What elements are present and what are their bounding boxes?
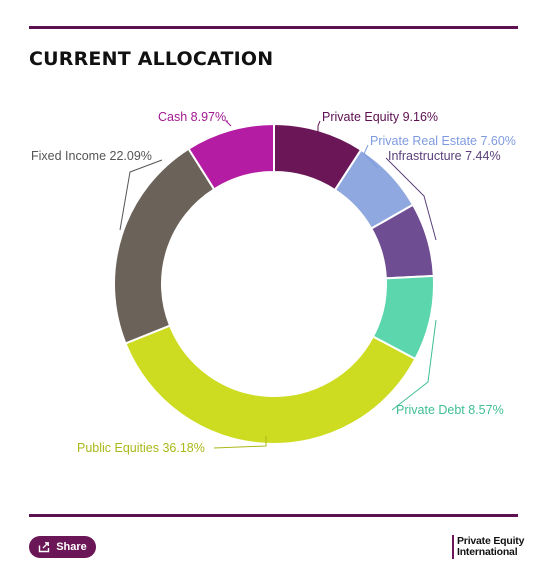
leader-line-public-equities	[213, 436, 267, 449]
leader-line-fixed-income	[119, 159, 163, 231]
top-rule	[29, 26, 518, 29]
leader-line-private-debt	[391, 319, 437, 411]
data-label-fixed-income: Fixed Income 22.09%	[31, 149, 152, 163]
leader-line-private-equity	[317, 120, 321, 132]
data-label-infrastructure: Infrastructure 7.44%	[388, 149, 501, 163]
slice-cash[interactable]	[187, 122, 275, 191]
bottom-rule	[29, 514, 518, 517]
chart-title: CURRENT ALLOCATION	[29, 48, 274, 70]
leader-line-cash	[224, 120, 232, 127]
leader-line-infrastructure	[385, 157, 437, 241]
share-label: Share	[56, 541, 87, 553]
share-button[interactable]: Share	[29, 536, 96, 558]
data-label-public-equities: Public Equities 36.18%	[77, 441, 205, 455]
slice-public-equities[interactable]	[124, 324, 417, 445]
share-icon	[39, 542, 50, 553]
brand-logo: Private Equity International	[452, 535, 524, 559]
data-label-private-equity: Private Equity 9.16%	[322, 110, 438, 124]
data-label-private-debt: Private Debt 8.57%	[396, 403, 504, 417]
brand-line-1: Private Equity	[457, 535, 525, 547]
data-label-private-real-estate: Private Real Estate 7.60%	[370, 134, 516, 148]
brand-line-2: International	[457, 546, 518, 558]
donut-chart: Private Equity 9.16% Private Real Estate …	[31, 110, 516, 455]
leader-line-private-real-estate	[363, 144, 379, 169]
data-label-cash: Cash 8.97%	[158, 110, 226, 124]
